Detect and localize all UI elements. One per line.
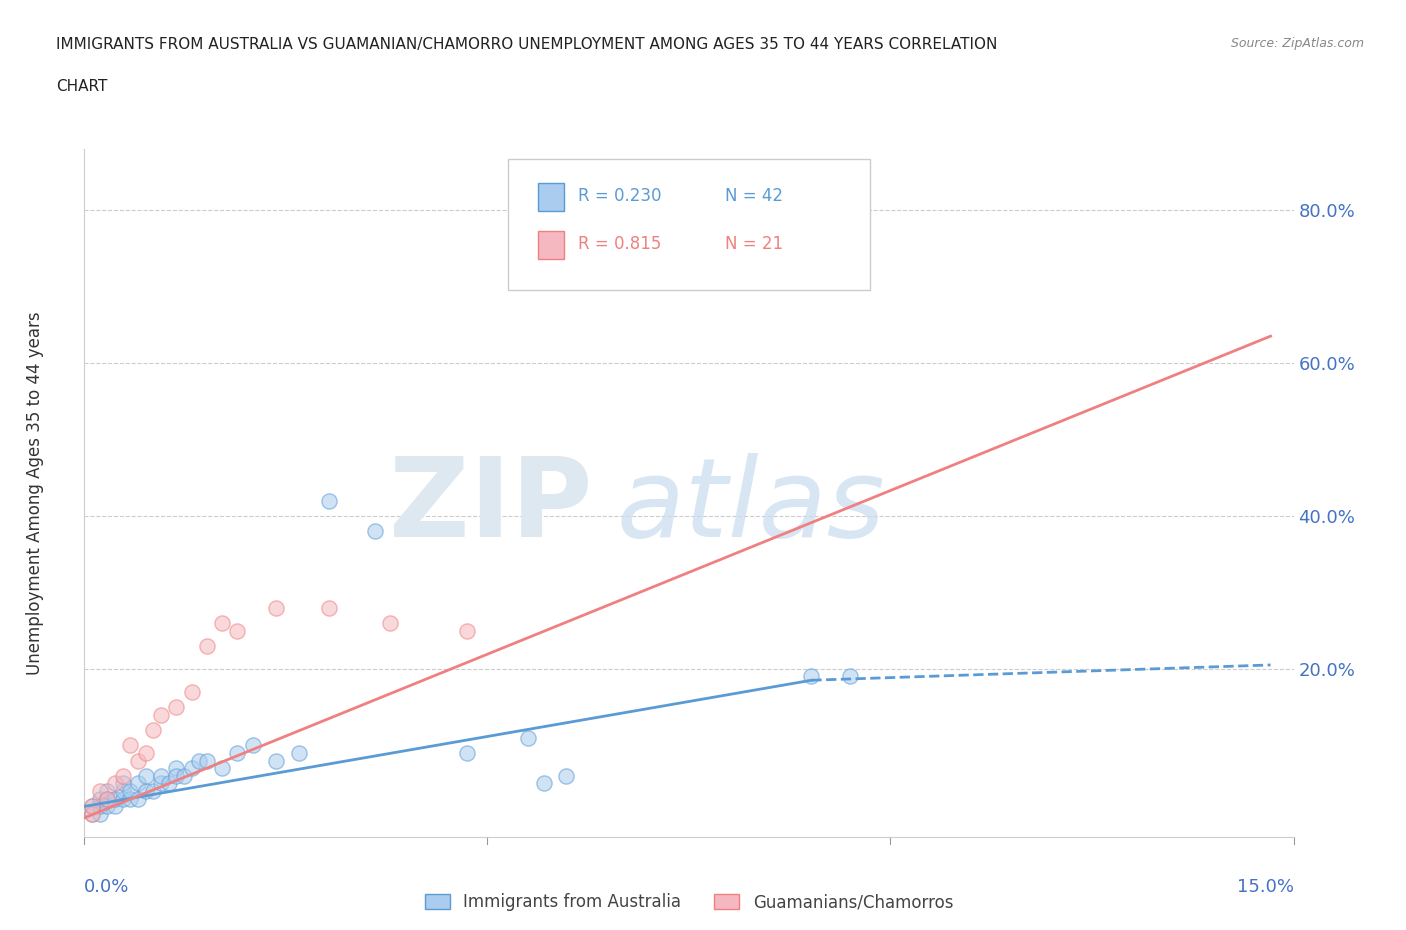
Text: 15.0%: 15.0% <box>1236 878 1294 897</box>
Point <box>111 791 134 806</box>
Point <box>287 746 309 761</box>
Point <box>195 753 218 768</box>
Point <box>226 746 249 761</box>
Point <box>120 791 142 806</box>
Point <box>96 784 118 799</box>
Point <box>104 799 127 814</box>
Text: Source: ZipAtlas.com: Source: ZipAtlas.com <box>1230 37 1364 50</box>
Point <box>142 784 165 799</box>
Point <box>180 761 202 776</box>
Point <box>264 753 287 768</box>
Bar <box>538 232 564 259</box>
Point <box>180 684 202 699</box>
Point <box>264 600 287 615</box>
Point <box>380 616 402 631</box>
Point <box>80 806 103 821</box>
Point <box>838 256 860 271</box>
Text: Unemployment Among Ages 35 to 44 years: Unemployment Among Ages 35 to 44 years <box>27 312 44 674</box>
Point <box>188 753 211 768</box>
Point <box>318 493 340 508</box>
Point <box>165 761 187 776</box>
Point <box>135 768 157 783</box>
Point <box>165 699 187 714</box>
Point <box>127 776 149 790</box>
Point <box>111 784 134 799</box>
Point <box>364 524 387 538</box>
Text: R = 0.230: R = 0.230 <box>578 187 661 205</box>
Text: N = 42: N = 42 <box>725 187 783 205</box>
Point <box>111 768 134 783</box>
Point <box>80 806 103 821</box>
Point <box>555 768 578 783</box>
Point <box>149 776 172 790</box>
Point <box>242 737 264 752</box>
Point <box>517 730 540 745</box>
Point <box>318 600 340 615</box>
Text: atlas: atlas <box>616 453 884 560</box>
Point <box>157 776 180 790</box>
Text: 0.0%: 0.0% <box>84 878 129 897</box>
FancyBboxPatch shape <box>508 159 870 290</box>
Point <box>127 753 149 768</box>
Point <box>226 623 249 638</box>
Point <box>127 791 149 806</box>
Point <box>89 791 111 806</box>
Point <box>173 768 195 783</box>
Text: ZIP: ZIP <box>389 453 592 560</box>
Point <box>120 737 142 752</box>
Point <box>96 799 118 814</box>
Point <box>89 799 111 814</box>
Text: R = 0.815: R = 0.815 <box>578 234 661 253</box>
Point <box>80 799 103 814</box>
Point <box>80 799 103 814</box>
Point <box>142 723 165 737</box>
Point <box>120 784 142 799</box>
Point <box>104 776 127 790</box>
Text: IMMIGRANTS FROM AUSTRALIA VS GUAMANIAN/CHAMORRO UNEMPLOYMENT AMONG AGES 35 TO 44: IMMIGRANTS FROM AUSTRALIA VS GUAMANIAN/C… <box>56 37 998 52</box>
Text: N = 21: N = 21 <box>725 234 783 253</box>
Point <box>838 669 860 684</box>
Point <box>96 791 118 806</box>
Point <box>165 768 187 783</box>
Point <box>800 669 823 684</box>
Point <box>456 623 478 638</box>
Point <box>149 707 172 722</box>
Text: CHART: CHART <box>56 79 108 94</box>
Point <box>135 784 157 799</box>
Point <box>456 746 478 761</box>
Legend: Immigrants from Australia, Guamanians/Chamorros: Immigrants from Australia, Guamanians/Ch… <box>418 887 960 918</box>
Point <box>104 791 127 806</box>
Point <box>211 761 233 776</box>
Point <box>211 616 233 631</box>
Point <box>96 791 118 806</box>
Point <box>89 784 111 799</box>
Point <box>195 638 218 653</box>
Bar <box>538 183 564 211</box>
Point <box>533 776 555 790</box>
Point <box>135 746 157 761</box>
Point <box>149 768 172 783</box>
Point <box>89 806 111 821</box>
Point <box>111 776 134 790</box>
